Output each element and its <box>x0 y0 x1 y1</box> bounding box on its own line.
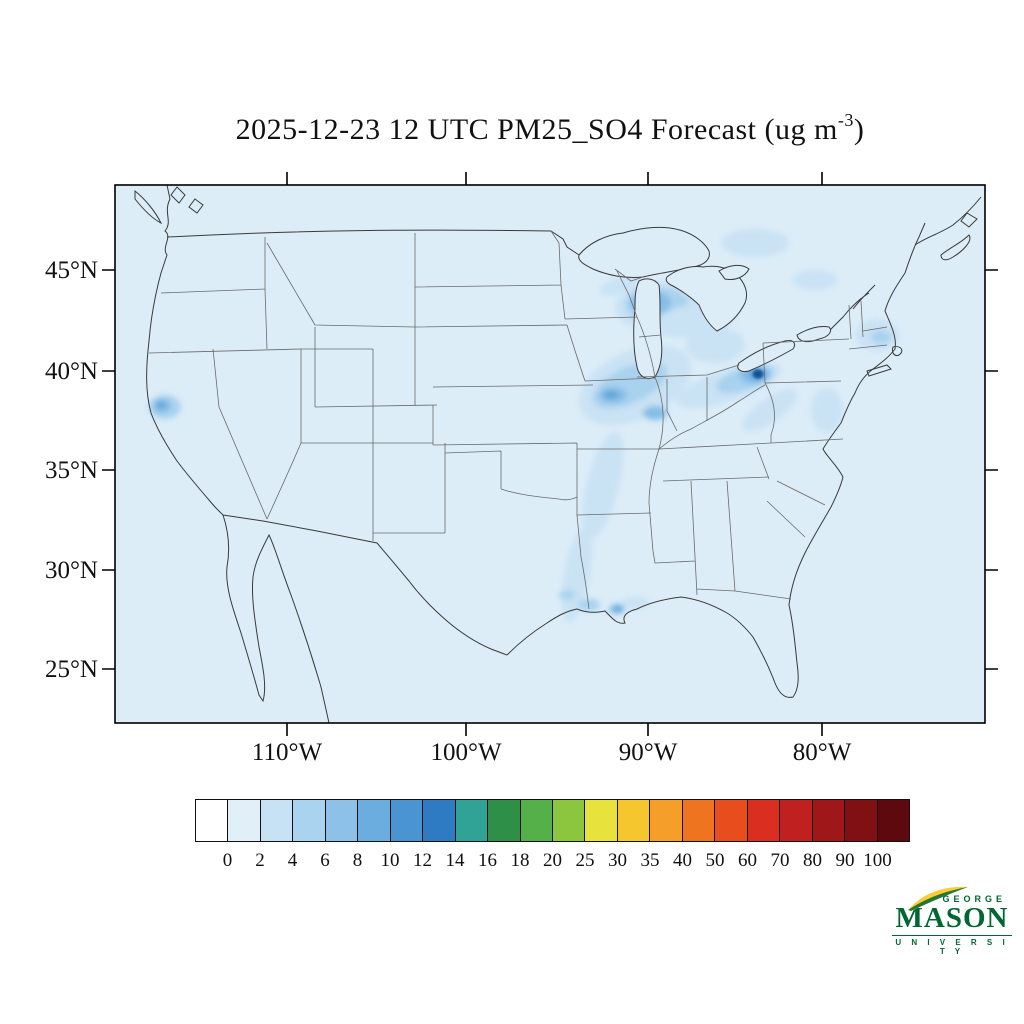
colorbar-tick-label: 0 <box>222 850 233 871</box>
colorbar-tick-label: 18 <box>510 850 530 871</box>
colorbar-cell <box>682 800 716 841</box>
lon-label-100w: 100°W <box>430 739 501 766</box>
page-title: 2025-12-23 12 UTC PM25_SO4 Forecast (ug … <box>115 110 985 147</box>
colorbar-cell <box>780 800 813 841</box>
lon-label-80w: 80°W <box>793 739 852 766</box>
colorbar-tick-label: 20 <box>543 850 562 871</box>
colorbar-tick-label: 8 <box>352 850 363 871</box>
great-lakes <box>578 226 832 380</box>
title-main: 2025-12-23 12 UTC PM25_SO4 Forecast (ug … <box>235 113 838 146</box>
colorbar-tick-label: 2 <box>255 850 265 871</box>
lat-label-45n: 45°N <box>45 257 98 284</box>
gmu-university-text: U N I V E R S I T Y <box>892 935 1012 956</box>
colorbar-cell <box>390 800 424 841</box>
title-superscript: -3 <box>837 110 854 130</box>
map-background <box>115 185 985 723</box>
colorbar-labels: 0 2 4 6 8 10 12 14 16 18 20 25 30 35 40 50 60 70 80 90 100 <box>195 850 910 876</box>
colorbar-tick-label: 90 <box>835 850 855 871</box>
lon-label-90w: 90°W <box>619 739 678 766</box>
lat-label-40n: 40°N <box>45 358 98 385</box>
coastlines <box>134 185 982 723</box>
colorbar-cell <box>585 800 618 841</box>
colorbar-cell <box>812 800 846 841</box>
colorbar <box>195 799 910 842</box>
colorbar-tick-label: 12 <box>413 850 432 871</box>
colorbar-cell <box>488 800 521 841</box>
colorbar-cell <box>552 800 586 841</box>
colorbar-cell <box>358 800 391 841</box>
colorbar-tick-label: 16 <box>478 850 497 871</box>
colorbar-tick-label: 10 <box>380 850 400 871</box>
so4-maximum-core <box>752 369 764 379</box>
colorbar-tick-label: 80 <box>803 850 822 871</box>
colorbar-cell <box>423 800 456 841</box>
colorbar-tick-label: 50 <box>705 850 725 871</box>
colorbar-tick-label: 6 <box>320 850 330 871</box>
colorbar-cell <box>650 800 683 841</box>
colorbar-tick-label: 25 <box>575 850 595 871</box>
state-borders <box>148 230 888 610</box>
colorbar-cell <box>877 800 909 841</box>
colorbar-cell <box>520 800 553 841</box>
colorbar-tick-label: 40 <box>673 850 692 871</box>
colorbar-tick-label: 14 <box>445 850 465 871</box>
colorbar-cell <box>293 800 326 841</box>
axis-ticks <box>102 172 998 736</box>
colorbar-tick-label: 30 <box>608 850 627 871</box>
gmu-george-text: GEORGE <box>942 894 1006 904</box>
colorbar-cell <box>260 800 294 841</box>
lon-label-110w: 110°W <box>252 739 323 766</box>
map-frame <box>114 184 986 724</box>
colorbar-tick-label: 70 <box>770 850 790 871</box>
colorbar-cell <box>715 800 748 841</box>
colorbar-tick-label: 60 <box>738 850 757 871</box>
title-suffix: ) <box>853 113 865 146</box>
colorbar-tick-label: 35 <box>640 850 660 871</box>
lat-label-35n: 35°N <box>45 457 98 484</box>
colorbar-cell <box>325 800 359 841</box>
colorbar-cell <box>845 800 878 841</box>
colorbar-tick-label: 4 <box>287 850 298 871</box>
gmu-logo: GEORGE MASON U N I V E R S I T Y <box>888 886 1016 980</box>
colorbar-cell <box>228 800 261 841</box>
lat-label-30n: 30°N <box>45 557 98 584</box>
colorbar-cell <box>747 800 781 841</box>
gmu-leaf-icon <box>908 886 968 911</box>
colorbar-tick-label: 100 <box>863 850 892 871</box>
lat-label-25n: 25°N <box>45 656 98 683</box>
colorbar-cell <box>196 800 229 841</box>
colorbar-cell <box>455 800 489 841</box>
colorbar-cell <box>617 800 651 841</box>
